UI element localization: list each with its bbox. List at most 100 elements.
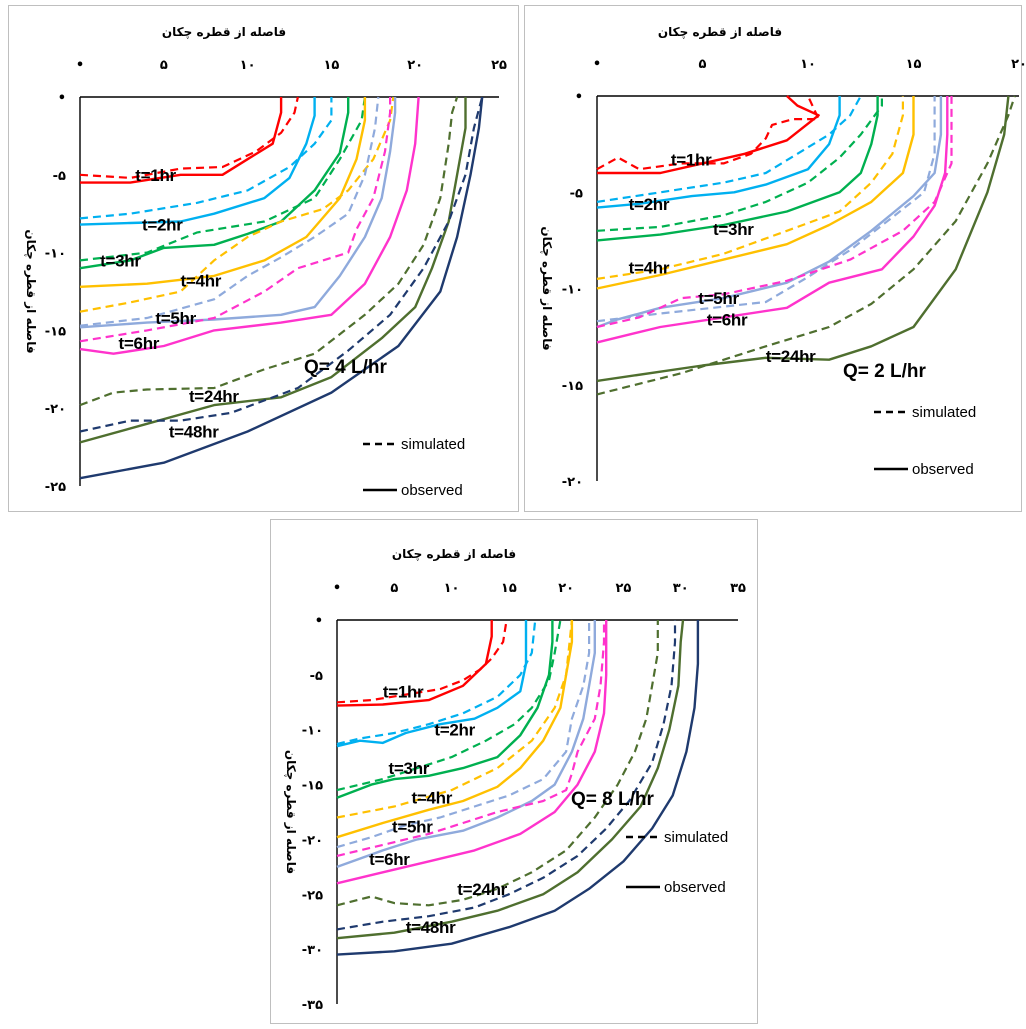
x-axis-title: فاصله از قطره چکان — [392, 547, 516, 561]
series-simulated-3hr — [596, 96, 883, 232]
x-axis-title: فاصله از قطره چکان — [162, 25, 286, 39]
y-tick-label: -۳۰ — [302, 943, 323, 958]
x-tick-label: ۱۰ — [444, 581, 460, 596]
y-tick-label: • — [575, 90, 583, 105]
series-label-24hr: t=24hr — [189, 387, 239, 406]
series-label-3hr: t=3hr — [389, 759, 430, 778]
series-observed-5hr — [79, 97, 397, 329]
x-tick-label: ۱۵ — [906, 57, 922, 72]
series-label-6hr: t=6hr — [369, 850, 410, 869]
series-simulated-3hr — [79, 96, 366, 262]
series-observed-24hr — [336, 619, 685, 940]
series-observed-4hr — [596, 96, 915, 290]
series-label-48hr: t=48hr — [169, 423, 219, 442]
y-tick-label: -۱۵ — [562, 379, 583, 394]
series-simulated-2hr — [79, 97, 333, 220]
series-simulated-6hr — [79, 97, 392, 343]
chart-title: Q= 2 L/hr — [843, 361, 926, 382]
x-tick-label: ۲۵ — [615, 581, 631, 596]
y-tick-label: -۱۰ — [302, 724, 323, 739]
legend-simulated-label: simulated — [912, 404, 976, 421]
chart-title: Q= 4 L/hr — [304, 357, 387, 378]
series-label-24hr: t=24hr — [457, 880, 507, 899]
legend-simulated-label: simulated — [401, 436, 465, 453]
legend-simulated-label: simulated — [664, 829, 728, 846]
y-tick-label: -۱۵ — [302, 779, 323, 794]
y-tick-label: -۵ — [310, 669, 323, 684]
series-label-5hr: t=5hr — [698, 289, 739, 308]
series-observed-2hr — [596, 96, 841, 209]
y-tick-label: -۱۰ — [562, 283, 583, 298]
series-simulated-5hr — [79, 96, 380, 327]
series-observed-6hr — [596, 96, 949, 344]
x-tick-label: • — [333, 581, 341, 596]
x-tick-label: ۱۰ — [240, 58, 256, 73]
series-label-1hr: t=1hr — [671, 151, 712, 170]
series-simulated-4hr — [336, 619, 573, 819]
series-label-1hr: t=1hr — [383, 682, 424, 701]
chart-title: Q= 8 L/hr — [571, 789, 654, 810]
x-tick-label: ۲۰ — [407, 58, 423, 73]
series-simulated-24hr — [79, 96, 459, 407]
series-observed-48hr — [79, 96, 484, 480]
y-tick-label: -۱۵ — [45, 324, 66, 339]
series-label-4hr: t=4hr — [411, 789, 452, 808]
y-tick-label: • — [58, 91, 66, 106]
y-tick-label: -۵ — [53, 169, 66, 184]
chart-panel-q4: • ۵ ۱۰ ۱۵ ۲۰ ۲۵ • -۵ -۱۰ -۱۵ -۲۰ -۲۵ فاصله از قطره چ… — [8, 5, 519, 512]
x-tick-label: ۲۰ — [558, 581, 574, 596]
series-simulated-24hr — [336, 620, 659, 907]
series-label-2hr: t=2hr — [629, 195, 670, 214]
y-tick-label: -۲۰ — [562, 475, 583, 490]
y-tick-label: -۵ — [570, 186, 583, 201]
chart-panel-q8: • ۵ ۱۰ ۱۵ ۲۰ ۲۵ ۳۰ ۳۵ • -۵ -۱۰ -۱۵ -۲۰ -۲۵ -۳۰ -۳۵ فاصله… — [270, 519, 758, 1024]
series-observed-1hr — [80, 97, 283, 184]
x-tick-label: ۵ — [160, 58, 168, 73]
legend-observed-label: observed — [912, 461, 974, 478]
legend-observed-label: observed — [401, 482, 463, 499]
series-simulated-2hr — [596, 95, 862, 203]
series-observed-4hr — [79, 97, 367, 288]
y-tick-label: -۲۰ — [45, 402, 66, 417]
series-observed-24hr — [79, 97, 467, 444]
y-axis-title: فاصله از قطره چکان — [284, 750, 298, 874]
series-simulated-6hr — [596, 96, 953, 329]
x-tick-label: ۵ — [390, 581, 398, 596]
chart-panel-q2: • ۵ ۱۰ ۱۵ ۲۰ • -۵ -۱۰ -۱۵ -۲۰ فاصله از قطره چکان فا… — [524, 5, 1026, 512]
series-label-3hr: t=3hr — [713, 220, 754, 239]
chart-q2: • ۵ ۱۰ ۱۵ ۲۰ • -۵ -۱۰ -۱۵ -۲۰ فاصله از قطره چکان فا… — [540, 25, 1026, 490]
series-observed-1hr — [336, 620, 493, 707]
series-simulated-3hr — [336, 619, 562, 792]
x-tick-label: ۵ — [699, 57, 707, 72]
series-observed-6hr — [79, 96, 420, 355]
y-tick-label: • — [315, 614, 323, 629]
y-axis-title: فاصله از قطره چکان — [24, 229, 38, 353]
series-simulated-1hr — [79, 96, 299, 179]
series-simulated-48hr — [336, 620, 677, 931]
series-observed-6hr — [336, 620, 608, 885]
x-tick-label: ۳۰ — [673, 581, 689, 596]
x-tick-label: ۲۰ — [1011, 57, 1026, 72]
series-observed-5hr — [336, 620, 596, 869]
y-tick-label: -۳۵ — [302, 998, 323, 1013]
series-simulated-1hr — [596, 95, 820, 171]
x-axis-title: فاصله از قطره چکان — [658, 25, 782, 39]
series-label-6hr: t=6hr — [707, 310, 748, 329]
chart-q4: • ۵ ۱۰ ۱۵ ۲۰ ۲۵ • -۵ -۱۰ -۱۵ -۲۰ -۲۵ فاصله از قطره چ… — [24, 25, 507, 499]
legend-observed-label: observed — [664, 879, 726, 896]
y-tick-label: -۱۰ — [45, 247, 66, 262]
y-tick-label: -۲۵ — [302, 888, 323, 903]
series-observed-5hr — [596, 96, 943, 329]
x-tick-label: • — [593, 57, 601, 72]
series-observed-48hr — [336, 620, 700, 956]
y-tick-label: -۲۰ — [302, 833, 323, 848]
series-simulated-1hr — [336, 619, 508, 704]
series-simulated-5hr — [596, 96, 936, 323]
series-label-5hr: t=5hr — [155, 309, 196, 328]
series-label-3hr: t=3hr — [100, 251, 141, 270]
series-label-5hr: t=5hr — [392, 817, 433, 836]
series-label-1hr: t=1hr — [135, 166, 176, 185]
series-label-4hr: t=4hr — [181, 272, 222, 291]
x-tick-label: ۱۰ — [800, 57, 816, 72]
series-simulated-4hr — [79, 96, 395, 313]
